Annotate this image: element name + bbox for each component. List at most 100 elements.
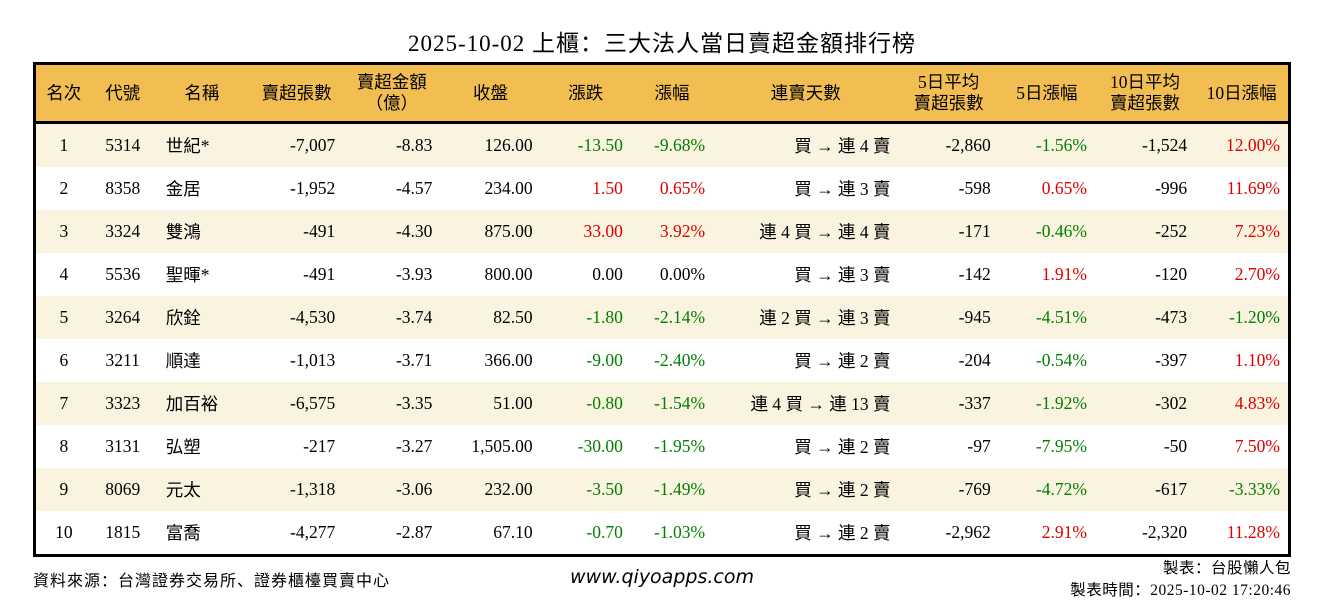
cell-sell-amount: -2.87 [395,522,433,542]
col-header-name: 名稱 [153,63,250,124]
cell-sell-amount: -3.71 [395,350,433,370]
cell-name: 加百裕 [165,394,219,414]
table-row: 5 3264 欣銓 -4,530 -3.74 82.50 -1.80 -2.14% 連 2 買 … [34,296,1290,339]
col-header-text: 5日平均 [917,72,980,93]
cell-change: -30.00 [577,436,623,456]
cell-pct10: 11.28% [1226,522,1280,542]
page-title: 2025-10-02 上櫃：三大法人當日賣超金額排行榜 [407,31,917,56]
cell-change-pct: 0.65% [659,178,706,198]
col-header-text: 收盤 [473,82,509,103]
cell-pct10: 12.00% [1226,135,1280,155]
cell-pct10: -3.33% [1228,479,1280,499]
cell-change: 1.50 [592,178,623,198]
cell-avg5-volume: -598 [958,178,991,198]
cell-name: 雙鴻 [165,222,201,242]
col-header-text: 賣超張數 [1110,93,1181,113]
cell-avg5-volume: -2,962 [945,522,991,542]
cell-close: 1,505.00 [471,436,533,456]
cell-pct5: -0.46% [1035,221,1087,241]
col-header-pct10: 10日漲幅 [1195,63,1290,124]
cell-rank: 1 [59,135,69,155]
cell-sell-streak: 買 → 連 3 賣 [794,179,891,199]
cell-avg5-volume: -769 [958,479,991,499]
cell-change: -0.80 [586,393,623,413]
cell-avg5-volume: -337 [958,393,991,413]
cell-name: 弘塑 [165,437,201,457]
cell-change: -0.70 [586,522,623,542]
cell-name: 世紀* [165,136,210,156]
cell-avg5-volume: -204 [958,350,991,370]
cell-name: 順達 [165,351,201,371]
cell-change-pct: -2.14% [654,307,706,327]
table-row: 2 8358 金居 -1,952 -4.57 234.00 1.50 0.65% 買 → 連 3… [34,167,1290,210]
cell-change: -3.50 [586,479,623,499]
cell-close: 875.00 [484,221,533,241]
cell-rank: 10 [55,522,73,542]
table-row: 6 3211 順達 -1,013 -3.71 366.00 -9.00 -2.40% 買 → 連… [34,339,1290,382]
cell-sell-amount: -4.57 [395,178,433,198]
cell-close: 67.10 [493,522,533,542]
cell-pct5: 2.91% [1041,522,1087,542]
cell-change-pct: -1.49% [654,479,706,499]
cell-avg10-volume: -120 [1155,264,1188,284]
col-header-text: 賣超張數 [913,93,984,113]
col-header-change-pct: 漲幅 [630,63,714,124]
cell-close: 82.50 [493,307,533,327]
col-header-text: 漲跌 [568,82,604,103]
cell-rank: 5 [59,307,69,327]
data-source-label: 資料來源：台灣證券交易所、證券櫃檯買賣中心 [33,573,391,590]
cell-pct5: -1.92% [1035,393,1087,413]
table-row: 10 1815 富喬 -4,277 -2.87 67.10 -0.70 -1.03% 買 → 連… [34,511,1290,556]
cell-avg10-volume: -252 [1155,221,1188,241]
table-row: 9 8069 元太 -1,318 -3.06 232.00 -3.50 -1.49% 買 → 連… [34,468,1290,511]
cell-code: 3131 [105,436,141,456]
cell-code: 5314 [105,135,141,155]
cell-sell-amount: -3.35 [395,393,433,413]
cell-sell-volume: -217 [303,436,336,456]
col-header-text: 5日漲幅 [1016,82,1078,103]
col-header-text: 漲幅 [654,82,690,103]
cell-sell-streak: 買 → 連 3 賣 [794,265,891,285]
cell-pct10: -1.20% [1228,307,1280,327]
cell-code: 5536 [105,264,141,284]
cell-avg5-volume: -97 [967,436,991,456]
cell-change: -13.50 [577,135,623,155]
cell-sell-volume: -4,277 [290,522,336,542]
cell-change: 33.00 [583,221,623,241]
cell-pct10: 2.70% [1234,264,1280,284]
cell-sell-streak: 連 4 買 → 連 13 賣 [750,394,891,414]
cell-code: 8069 [105,479,141,499]
cell-sell-streak: 買 → 連 2 賣 [794,523,891,543]
cell-avg10-volume: -1,524 [1141,135,1188,155]
website-url: www.qiyoapps.com [570,566,754,588]
cell-change-pct: -9.68% [654,135,706,155]
cell-sell-volume: -1,318 [290,479,336,499]
cell-sell-streak: 買 → 連 2 賣 [794,480,891,500]
col-header-text: 連賣天數 [770,82,841,103]
cell-name: 富喬 [165,523,201,543]
cell-avg10-volume: -617 [1155,479,1188,499]
made-time-label: 製表時間：2025-10-02 17:20:46 [1070,582,1291,599]
cell-rank: 3 [59,221,69,241]
made-by-label: 製表：台股懶人包 [1162,560,1291,577]
cell-change-pct: 0.00% [659,264,706,284]
col-header-text: 名次 [46,82,82,103]
col-header-sell-streak: 連賣天數 [713,63,899,124]
cell-code: 3211 [105,350,140,370]
table-row: 3 3324 雙鴻 -491 -4.30 875.00 33.00 3.92% 連 4 買 → … [34,210,1290,253]
col-header-avg5-volume: 5日平均 賣超張數 [898,63,999,124]
cell-pct10: 4.83% [1234,393,1280,413]
cell-sell-volume: -491 [303,264,336,284]
col-header-rank: 名次 [34,63,92,124]
cell-pct10: 7.50% [1234,436,1280,456]
cell-sell-amount: -3.27 [395,436,433,456]
cell-close: 234.00 [484,178,533,198]
cell-pct10: 1.10% [1234,350,1280,370]
cell-rank: 2 [59,178,69,198]
cell-rank: 7 [59,393,69,413]
cell-avg10-volume: -473 [1155,307,1188,327]
col-header-close: 收盤 [440,63,541,124]
cell-close: 51.00 [493,393,533,413]
cell-avg10-volume: -996 [1155,178,1188,198]
cell-pct10: 7.23% [1234,221,1280,241]
